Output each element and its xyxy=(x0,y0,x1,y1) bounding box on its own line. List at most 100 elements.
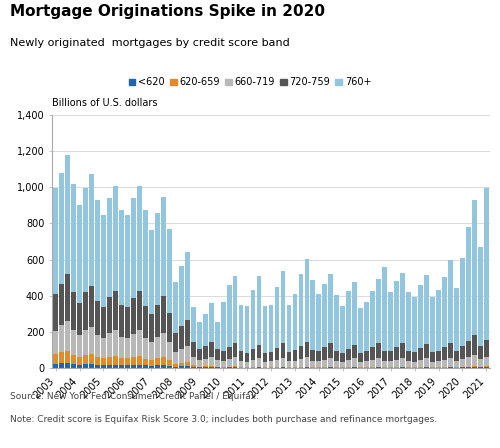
Bar xyxy=(143,366,148,368)
Bar xyxy=(376,366,381,367)
Bar xyxy=(238,305,244,351)
Bar xyxy=(256,366,262,367)
Bar xyxy=(250,349,256,360)
Bar xyxy=(304,366,310,367)
Bar xyxy=(298,346,304,359)
Bar xyxy=(472,355,477,366)
Bar xyxy=(53,294,58,331)
Bar xyxy=(256,367,262,368)
Bar xyxy=(388,367,393,368)
Bar xyxy=(286,362,292,367)
Bar xyxy=(65,321,70,351)
Bar xyxy=(185,252,190,319)
Bar xyxy=(364,351,369,362)
Bar xyxy=(131,334,136,357)
Bar xyxy=(328,343,333,358)
Bar xyxy=(370,347,375,360)
Bar xyxy=(376,279,381,343)
Bar xyxy=(280,366,285,367)
Bar xyxy=(454,362,459,367)
Bar xyxy=(304,259,310,342)
Bar xyxy=(430,367,435,368)
Bar xyxy=(382,267,387,351)
Bar xyxy=(274,360,280,367)
Bar xyxy=(352,358,357,366)
Bar xyxy=(155,358,160,366)
Bar xyxy=(382,362,387,367)
Bar xyxy=(161,365,166,368)
Bar xyxy=(191,357,196,365)
Bar xyxy=(262,367,268,368)
Bar xyxy=(484,367,489,368)
Bar xyxy=(280,271,285,344)
Bar xyxy=(406,292,411,351)
Bar xyxy=(125,215,130,307)
Bar xyxy=(286,305,292,352)
Bar xyxy=(89,285,94,327)
Bar xyxy=(382,367,387,368)
Bar xyxy=(364,367,369,368)
Bar xyxy=(149,342,154,360)
Bar xyxy=(113,291,118,331)
Bar xyxy=(400,358,405,366)
Bar xyxy=(316,294,322,351)
Bar xyxy=(352,282,357,345)
Bar xyxy=(250,290,256,349)
Bar xyxy=(226,359,232,366)
Bar xyxy=(119,366,124,368)
Bar xyxy=(412,297,417,352)
Bar xyxy=(149,360,154,366)
Bar xyxy=(310,361,316,367)
Bar xyxy=(262,306,268,353)
Bar xyxy=(448,366,453,367)
Bar xyxy=(322,284,327,347)
Bar xyxy=(334,351,339,361)
Bar xyxy=(466,227,471,341)
Bar xyxy=(328,367,333,368)
Bar xyxy=(197,367,202,368)
Bar xyxy=(274,367,280,368)
Bar xyxy=(364,302,369,351)
Bar xyxy=(119,305,124,337)
Bar xyxy=(185,319,190,346)
Bar xyxy=(274,348,280,360)
Bar xyxy=(53,354,58,364)
Bar xyxy=(167,314,172,342)
Bar xyxy=(101,307,106,338)
Bar xyxy=(346,291,351,349)
Bar xyxy=(209,357,214,366)
Bar xyxy=(107,297,112,333)
Text: Newly originated  mortgages by credit score band: Newly originated mortgages by credit sco… xyxy=(10,38,290,48)
Bar xyxy=(215,349,220,360)
Bar xyxy=(424,276,429,344)
Bar xyxy=(203,359,207,366)
Bar xyxy=(77,357,82,365)
Bar xyxy=(358,367,363,368)
Bar xyxy=(400,367,405,368)
Bar xyxy=(71,293,76,330)
Bar xyxy=(185,366,190,368)
Bar xyxy=(394,367,399,368)
Bar xyxy=(454,351,459,362)
Bar xyxy=(131,357,136,365)
Bar xyxy=(95,335,100,357)
Text: Note: Credit score is Equifax Risk Score 3.0; includes both purchase and refinan: Note: Credit score is Equifax Risk Score… xyxy=(10,415,437,424)
Bar xyxy=(316,361,322,367)
Bar xyxy=(268,362,274,367)
Bar xyxy=(209,303,214,342)
Bar xyxy=(185,346,190,362)
Bar xyxy=(232,366,237,367)
Bar xyxy=(131,198,136,297)
Bar xyxy=(238,367,244,368)
Bar xyxy=(65,351,70,363)
Bar xyxy=(310,367,316,368)
Bar xyxy=(89,354,94,364)
Bar xyxy=(352,345,357,358)
Bar xyxy=(137,331,142,356)
Bar xyxy=(209,366,214,367)
Bar xyxy=(316,351,322,361)
Bar xyxy=(71,185,76,293)
Bar xyxy=(215,366,220,367)
Bar xyxy=(316,367,322,368)
Bar xyxy=(292,361,298,367)
